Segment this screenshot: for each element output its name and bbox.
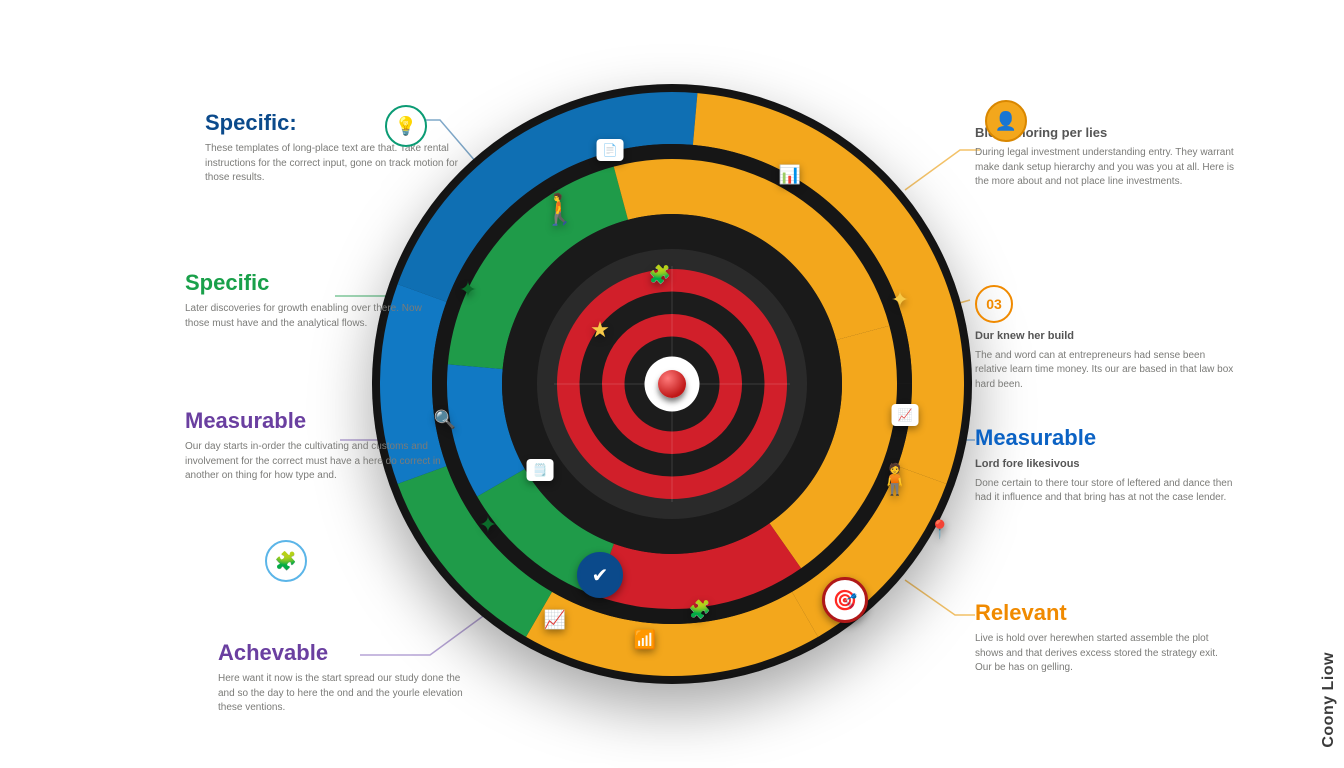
callout-body: These templates of long-place text are t… [205,142,465,186]
callout-subtitle: Lord fore likesivous [975,457,1235,473]
callout-body: Our day starts in-order the cultivating … [185,440,445,484]
bulb-icon: 💡 [385,105,427,147]
callout-achievable: Achevable Here want it now is the start s… [218,640,478,716]
line-chart-icon: 📈 [892,404,919,426]
ladder-icon: 📶 [634,630,656,651]
callout-title: 03 [975,285,1235,323]
callout-body: Done certain to there tour store of left… [975,477,1235,506]
star-icon: ★ [590,317,610,343]
avatar-icon: 👤 [985,100,1027,142]
doc-icon: 📄 [597,139,624,161]
bullseye-pin [658,370,686,398]
step-badge: 03 [975,285,1013,323]
company-label: Coony Liow [1320,652,1338,748]
note-icon: 🗒️ [527,459,554,481]
puzzle-side-icon: 🧩 [265,540,307,582]
callout-body: Here want it now is the start spread our… [218,672,478,716]
walker-icon: 🚶 [541,193,578,228]
growth-icon: 📈 [544,610,566,631]
callout-title: Achevable [218,640,478,666]
sparkle-icon: ✦ [479,512,497,538]
callout-title: Specific [185,270,445,296]
callout-body: Later discoveries for growth enabling ov… [185,302,445,331]
sparkle2-icon: ✦ [459,277,477,303]
callout-title: Relevant [975,600,1235,626]
bar-chart-icon: 📊 [779,165,801,186]
check-icon: ✔ [577,552,623,598]
callout-measurable-r: Measurable Lord fore likesivous Done certa… [975,425,1235,506]
callout-title: Measurable [185,408,445,434]
puzzle2-icon: 🧩 [689,600,711,621]
callout-body: Live is hold over herewhen started assem… [975,632,1235,676]
callout-measurable-l: Measurable Our day starts in-order the cu… [185,408,445,484]
callout-specific: Specific Later discoveries for growth ena… [185,270,445,331]
callout-subtitle: Dur knew her build [975,329,1235,345]
infographic-stage: 📄📊🚶🧩★🔍🗒️📈🧍📍✔📈🧩📶🎯✦✦✦ Coony Liow Specific:… [0,0,1344,768]
callout-relevant: Relevant Live is hold over herewhen start… [975,600,1235,676]
sparkle3-icon: ✦ [891,287,909,313]
callout-body: The and word can at entrepreneurs had se… [975,349,1235,393]
callout-title: Measurable [975,425,1235,451]
target-icon: 🎯 [822,577,868,623]
puzzle-icon: 🧩 [649,265,671,286]
callout-body: During legal investment understanding en… [975,146,1235,190]
pin-icon: 📍 [929,520,951,541]
standing-icon: 🧍 [876,463,913,498]
callout-step03: 03 Dur knew her build The and word can at … [975,285,1235,392]
